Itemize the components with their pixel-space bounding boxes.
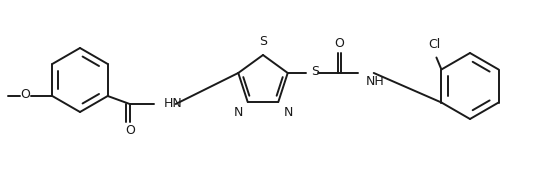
Text: S: S	[311, 65, 319, 78]
Text: N: N	[234, 106, 242, 119]
Text: NH: NH	[366, 75, 385, 88]
Text: HN: HN	[164, 96, 183, 109]
Text: O: O	[125, 124, 134, 137]
Text: N: N	[283, 106, 293, 119]
Text: S: S	[259, 35, 267, 48]
Text: O: O	[334, 37, 344, 51]
Text: Cl: Cl	[428, 39, 441, 52]
Text: O: O	[20, 89, 30, 102]
